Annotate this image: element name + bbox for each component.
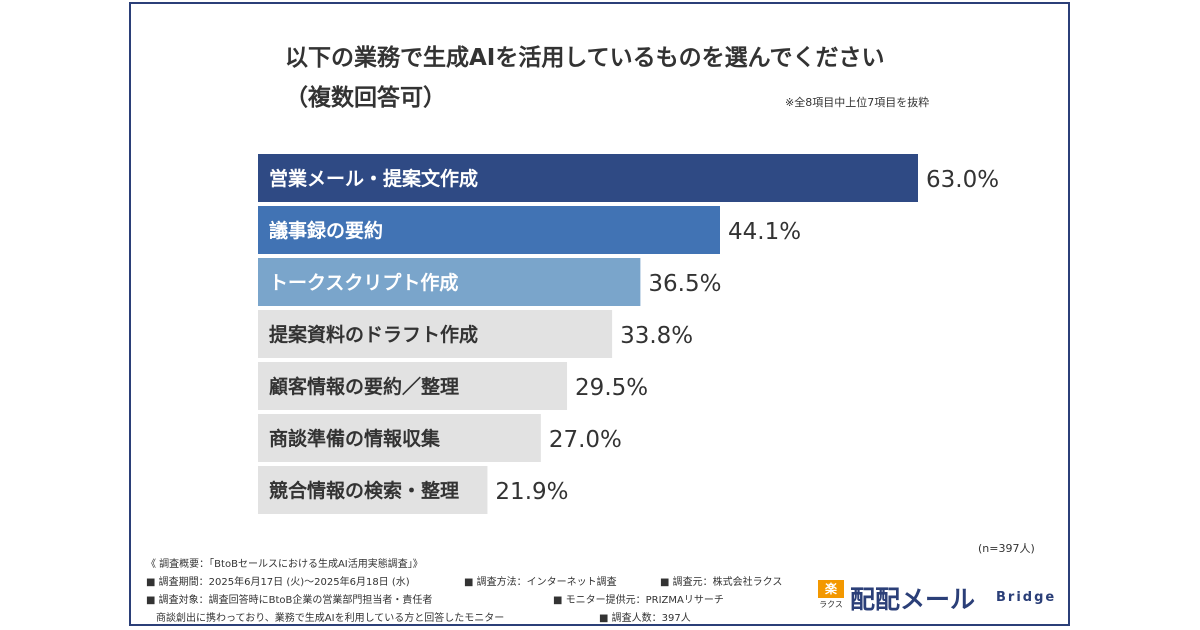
category-label: 議事録の要約 [269, 219, 383, 242]
bar-group: 商談準備の情報収集 27.0% [258, 414, 622, 462]
logo-badge-icon: 楽 ラクス [818, 580, 844, 612]
bar-group: 顧客情報の要約／整理 29.5% [258, 362, 648, 410]
bar [258, 310, 613, 358]
bar [258, 414, 541, 462]
survey-target-detail: 商談創出に携わっており、業務で生成AIを利用している方と回答したモニター [156, 613, 505, 624]
category-label: 競合情報の検索・整理 [269, 479, 459, 502]
logo-main-text: 配配メール [850, 585, 976, 614]
value-label: 44.1% [728, 219, 801, 245]
bar-group: 議事録の要約 44.1% [258, 206, 801, 254]
survey-provider: ■ モニター提供元：PRIZMAリサーチ [553, 595, 724, 606]
chart-title: 以下の業務で生成AIを活用しているものを選んでください [285, 45, 885, 71]
survey-organizer: ■ 調査元：株式会社ラクス [660, 577, 783, 588]
logo-sub-text: Bridge [996, 590, 1057, 605]
value-label: 27.0% [549, 427, 622, 453]
category-label: トークスクリプト作成 [269, 271, 458, 294]
sample-size: (n=397人) [978, 542, 1035, 555]
bar [258, 258, 641, 306]
category-label: 営業メール・提案文作成 [269, 167, 478, 190]
category-label: 顧客情報の要約／整理 [269, 375, 459, 398]
value-label: 33.8% [620, 323, 693, 349]
value-label: 29.5% [575, 375, 648, 401]
survey-heading: 《 調査概要：「BtoBセールスにおける生成AI活用実態調査」》 [146, 559, 423, 570]
bar-group: 提案資料のドラフト作成 33.8% [258, 310, 693, 358]
logo-badge-text: 楽 [818, 580, 844, 598]
bar [258, 466, 488, 514]
survey-count: ■ 調査人数：397人 [599, 613, 691, 624]
bar-group: 営業メール・提案文作成 63.0% [258, 154, 999, 202]
bar [258, 362, 568, 410]
survey-period: ■ 調査期間：2025年6月17日 (火)〜2025年6月18日 (水) [146, 577, 410, 588]
chart-subtitle: （複数回答可） [285, 85, 446, 111]
brand-logo: 楽 ラクス 配配メール Bridge [818, 578, 1063, 614]
bar [258, 206, 720, 254]
bar [258, 154, 918, 202]
survey-method: ■ 調査方法：インターネット調査 [464, 577, 617, 588]
survey-target: ■ 調査対象：調査回答時にBtoB企業の営業部門担当者・責任者 [146, 595, 433, 606]
value-label: 36.5% [648, 271, 721, 297]
bar-group: トークスクリプト作成 36.5% [258, 258, 721, 306]
category-label: 提案資料のドラフト作成 [269, 323, 478, 346]
chart-note: ※全8項目中上位7項目を抜粋 [785, 96, 930, 109]
value-label: 63.0% [926, 167, 999, 193]
value-label: 21.9% [495, 479, 568, 505]
category-label: 商談準備の情報収集 [269, 427, 441, 450]
bar-group: 競合情報の検索・整理 21.9% [258, 466, 569, 514]
logo-badge-sub: ラクス [819, 600, 843, 609]
